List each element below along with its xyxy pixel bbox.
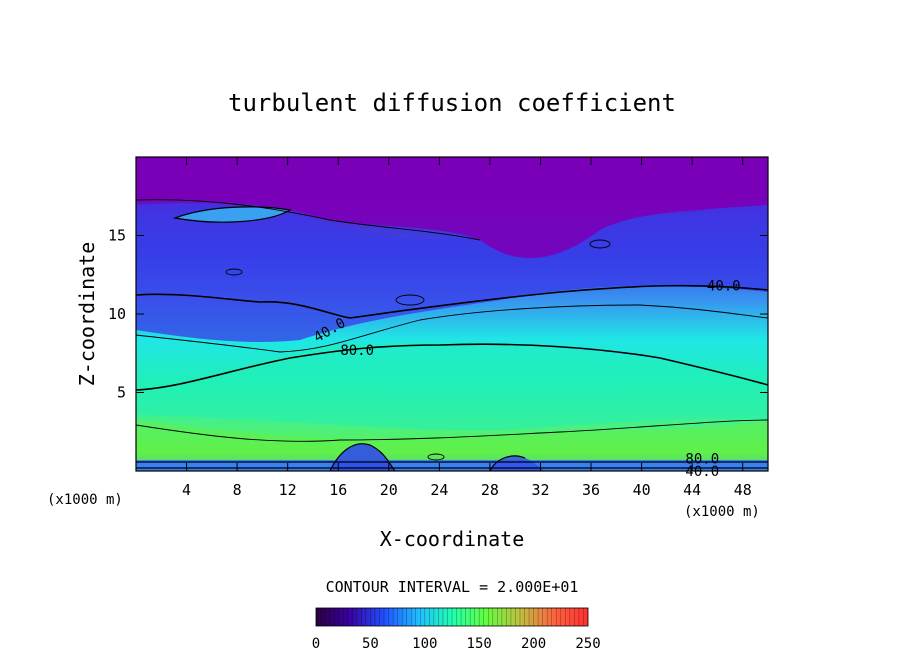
x-tick-label: 12	[279, 481, 297, 499]
y-tick-label: 10	[108, 305, 126, 323]
contour-line	[172, 206, 292, 223]
colorbar-tick-label: 150	[467, 636, 492, 652]
contour-line	[329, 443, 396, 471]
contour-lines	[136, 199, 768, 471]
y-tick-label: 5	[117, 384, 126, 402]
x-tick-label: 4	[182, 481, 191, 499]
x-axis-label: X-coordinate	[380, 527, 525, 551]
field-cyan-layer	[136, 341, 768, 431]
contour-line	[489, 455, 526, 471]
x-unit-right: (x1000 m)	[684, 504, 760, 520]
contour-label: 40.0	[685, 464, 719, 480]
colorbar-tick-label: 100	[412, 636, 437, 652]
contour-line	[427, 453, 445, 461]
x-tick-label: 8	[233, 481, 242, 499]
contour-interval-text: CONTOUR INTERVAL = 2.000E+01	[326, 578, 579, 596]
colorbar-tick-label: 200	[521, 636, 546, 652]
contour-line	[589, 239, 611, 249]
y-axis-label: Z-coordinate	[75, 242, 99, 387]
colorbar-tick-label: 250	[575, 636, 600, 652]
x-tick-label: 28	[481, 481, 499, 499]
x-tick-label: 36	[582, 481, 600, 499]
x-tick-label: 44	[683, 481, 701, 499]
x-unit-left: (x1000 m)	[47, 492, 123, 508]
contour-line	[225, 268, 243, 276]
x-tick-label: 24	[430, 481, 448, 499]
x-tick-label: 32	[531, 481, 549, 499]
contour-label: 80.0	[685, 451, 719, 467]
x-tick-label: 16	[329, 481, 347, 499]
field-bottom-strip	[136, 460, 768, 471]
colorbar-tick-label: 50	[362, 636, 379, 652]
field-upper-blue-layer	[136, 200, 768, 342]
field-disturbance-28km	[490, 455, 545, 471]
contour-line	[136, 199, 481, 241]
x-tick-label: 48	[734, 481, 752, 499]
field-purple-patch	[136, 157, 768, 259]
colorbar-tick-label: 0	[312, 636, 320, 652]
x-tick-label: 40	[633, 481, 651, 499]
plot-area	[136, 157, 768, 471]
x-tick-label: 20	[380, 481, 398, 499]
colorbar-ticks: 0 50 100 150 200 250	[312, 636, 601, 652]
contour-line	[136, 284, 768, 319]
contour-label: 80.0	[340, 343, 374, 359]
contour-line	[136, 343, 768, 391]
contour-line	[136, 304, 768, 353]
contour-line	[136, 419, 768, 442]
chart-title: turbulent diffusion coefficient	[228, 89, 676, 117]
contour-label: 40.0	[707, 279, 741, 295]
field-green-layer	[136, 420, 768, 462]
colorbar-stripes	[320, 608, 584, 626]
y-tick-label: 15	[108, 227, 126, 245]
contour-line	[395, 294, 425, 306]
